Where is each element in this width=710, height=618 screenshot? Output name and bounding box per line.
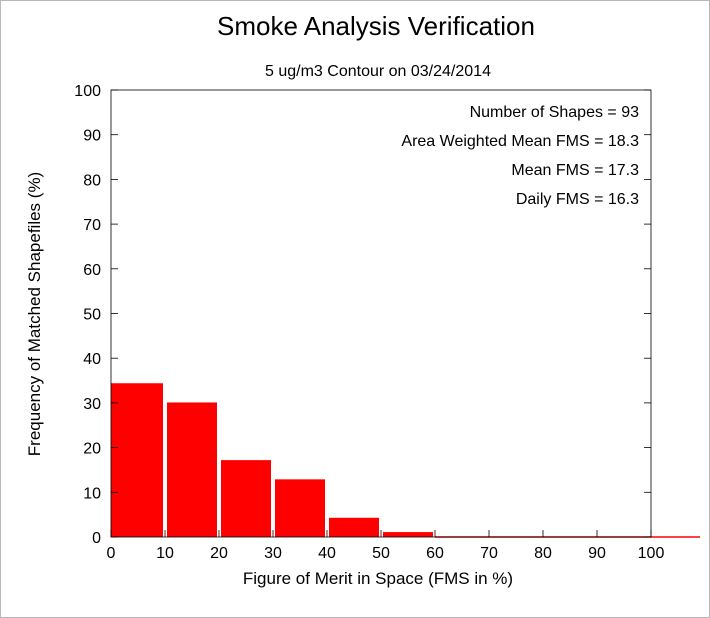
histogram-bar [275,479,325,537]
y-tick-label: 100 [74,83,101,100]
x-tick-label: 20 [210,545,228,562]
stat-annotation: Number of Shapes = 93 [470,104,640,121]
y-tick-label: 30 [83,396,101,413]
histogram-bar [383,532,433,537]
x-axis-ticks: 0 10 20 30 40 50 60 70 80 90 100 [107,530,665,562]
x-tick-label: 40 [318,545,336,562]
y-tick-label: 50 [83,307,101,324]
chart-title: Smoke Analysis Verification [217,11,535,41]
stat-annotation: Mean FMS = 17.3 [511,162,639,179]
y-tick-label: 80 [83,172,101,189]
bars-group [111,383,433,537]
x-tick-label: 10 [156,545,174,562]
y-tick-label: 20 [83,441,101,458]
x-tick-label: 50 [372,545,390,562]
stats-annotations: Number of Shapes = 93 Area Weighted Mean … [401,104,639,208]
x-tick-label: 70 [480,545,498,562]
histogram-bar [221,460,271,537]
x-tick-label: 80 [534,545,552,562]
y-axis-title: Frequency of Matched Shapefiles (%) [25,172,44,456]
y-tick-label: 70 [83,217,101,234]
histogram-bar [329,517,379,537]
y-tick-label: 10 [83,485,101,502]
histogram-bar [111,383,163,537]
x-tick-label: 90 [588,545,606,562]
y-axis-ticks: 0 10 20 30 40 50 60 70 80 90 100 [74,83,651,547]
x-tick-label: 0 [107,545,116,562]
x-tick-label: 30 [264,545,282,562]
y-tick-label: 90 [83,128,101,145]
stat-annotation: Area Weighted Mean FMS = 18.3 [401,133,639,150]
stat-annotation: Daily FMS = 16.3 [516,191,639,208]
x-tick-label: 60 [426,545,444,562]
y-tick-label: 40 [83,351,101,368]
y-tick-label: 0 [92,530,101,547]
y-tick-label: 60 [83,262,101,279]
x-axis-title: Figure of Merit in Space (FMS in %) [243,569,513,588]
chart-subtitle: 5 ug/m3 Contour on 03/24/2014 [265,63,491,80]
histogram-bar [167,402,217,537]
x-tick-label: 100 [638,545,665,562]
